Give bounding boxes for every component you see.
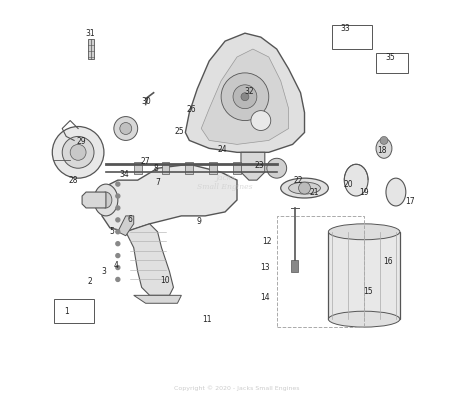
Circle shape xyxy=(380,136,388,144)
Circle shape xyxy=(116,278,120,282)
Circle shape xyxy=(116,218,120,222)
Text: 35: 35 xyxy=(385,53,395,62)
Bar xyxy=(233,162,241,174)
Polygon shape xyxy=(82,192,106,208)
Polygon shape xyxy=(102,164,237,232)
Circle shape xyxy=(233,85,257,109)
Polygon shape xyxy=(185,33,304,152)
Text: 2: 2 xyxy=(88,277,92,286)
Ellipse shape xyxy=(100,192,112,208)
Text: 18: 18 xyxy=(377,146,387,155)
Text: 12: 12 xyxy=(262,237,272,246)
Circle shape xyxy=(120,122,132,134)
Text: 10: 10 xyxy=(161,276,170,285)
Ellipse shape xyxy=(281,178,328,198)
Text: 32: 32 xyxy=(245,88,255,96)
Text: 17: 17 xyxy=(405,198,415,206)
Text: 25: 25 xyxy=(174,127,184,136)
Circle shape xyxy=(116,242,120,246)
Text: 21: 21 xyxy=(310,188,319,196)
Text: 9: 9 xyxy=(197,217,202,226)
Circle shape xyxy=(62,136,94,168)
Text: 28: 28 xyxy=(68,176,78,186)
Polygon shape xyxy=(126,224,173,295)
Text: 29: 29 xyxy=(76,137,86,146)
Circle shape xyxy=(299,182,310,194)
Circle shape xyxy=(221,73,269,120)
Circle shape xyxy=(241,93,249,101)
Polygon shape xyxy=(241,152,265,180)
Polygon shape xyxy=(118,216,134,236)
Text: 11: 11 xyxy=(202,315,212,324)
Text: 3: 3 xyxy=(101,267,106,276)
Text: 20: 20 xyxy=(343,180,353,189)
Polygon shape xyxy=(201,49,289,144)
Text: 27: 27 xyxy=(141,157,150,166)
Text: Copyright © 2020 - Jacks Small Engines: Copyright © 2020 - Jacks Small Engines xyxy=(174,385,300,391)
Bar xyxy=(209,162,217,174)
Text: 8: 8 xyxy=(153,164,158,173)
Text: 5: 5 xyxy=(109,227,114,236)
Text: 24: 24 xyxy=(217,146,227,154)
Bar xyxy=(55,299,94,323)
Bar xyxy=(162,162,170,174)
Circle shape xyxy=(267,158,287,178)
Text: Jacks
Small Engines: Jacks Small Engines xyxy=(197,174,253,191)
Ellipse shape xyxy=(386,178,406,206)
Ellipse shape xyxy=(376,138,392,158)
Text: 22: 22 xyxy=(294,176,303,185)
Ellipse shape xyxy=(94,184,118,216)
Circle shape xyxy=(116,254,120,258)
Circle shape xyxy=(116,182,120,186)
Text: 7: 7 xyxy=(155,178,160,187)
Circle shape xyxy=(251,111,271,130)
Bar xyxy=(332,25,372,49)
Text: 23: 23 xyxy=(254,160,264,170)
Ellipse shape xyxy=(328,311,400,327)
Circle shape xyxy=(114,116,137,140)
Circle shape xyxy=(116,194,120,198)
Text: 33: 33 xyxy=(340,24,350,33)
Polygon shape xyxy=(134,295,182,303)
Ellipse shape xyxy=(328,224,400,240)
Text: 6: 6 xyxy=(128,215,132,224)
Circle shape xyxy=(116,230,120,234)
Ellipse shape xyxy=(344,164,368,196)
Text: 13: 13 xyxy=(260,263,270,272)
Text: 30: 30 xyxy=(142,97,151,106)
Text: 19: 19 xyxy=(359,188,369,196)
Bar xyxy=(328,232,400,319)
Text: 1: 1 xyxy=(64,307,69,316)
Bar xyxy=(134,162,142,174)
Circle shape xyxy=(116,206,120,210)
Circle shape xyxy=(116,266,120,270)
Text: 34: 34 xyxy=(119,170,128,179)
Text: 26: 26 xyxy=(186,105,196,114)
Bar xyxy=(277,216,364,327)
Text: 15: 15 xyxy=(363,287,373,296)
Bar xyxy=(292,260,298,272)
Text: 16: 16 xyxy=(383,257,393,266)
Text: 31: 31 xyxy=(85,29,95,38)
Bar xyxy=(376,53,408,73)
Ellipse shape xyxy=(289,182,320,194)
Bar xyxy=(185,162,193,174)
Text: 14: 14 xyxy=(260,293,270,302)
Circle shape xyxy=(52,126,104,178)
Bar xyxy=(88,39,94,59)
Text: 4: 4 xyxy=(113,261,118,270)
Circle shape xyxy=(70,144,86,160)
